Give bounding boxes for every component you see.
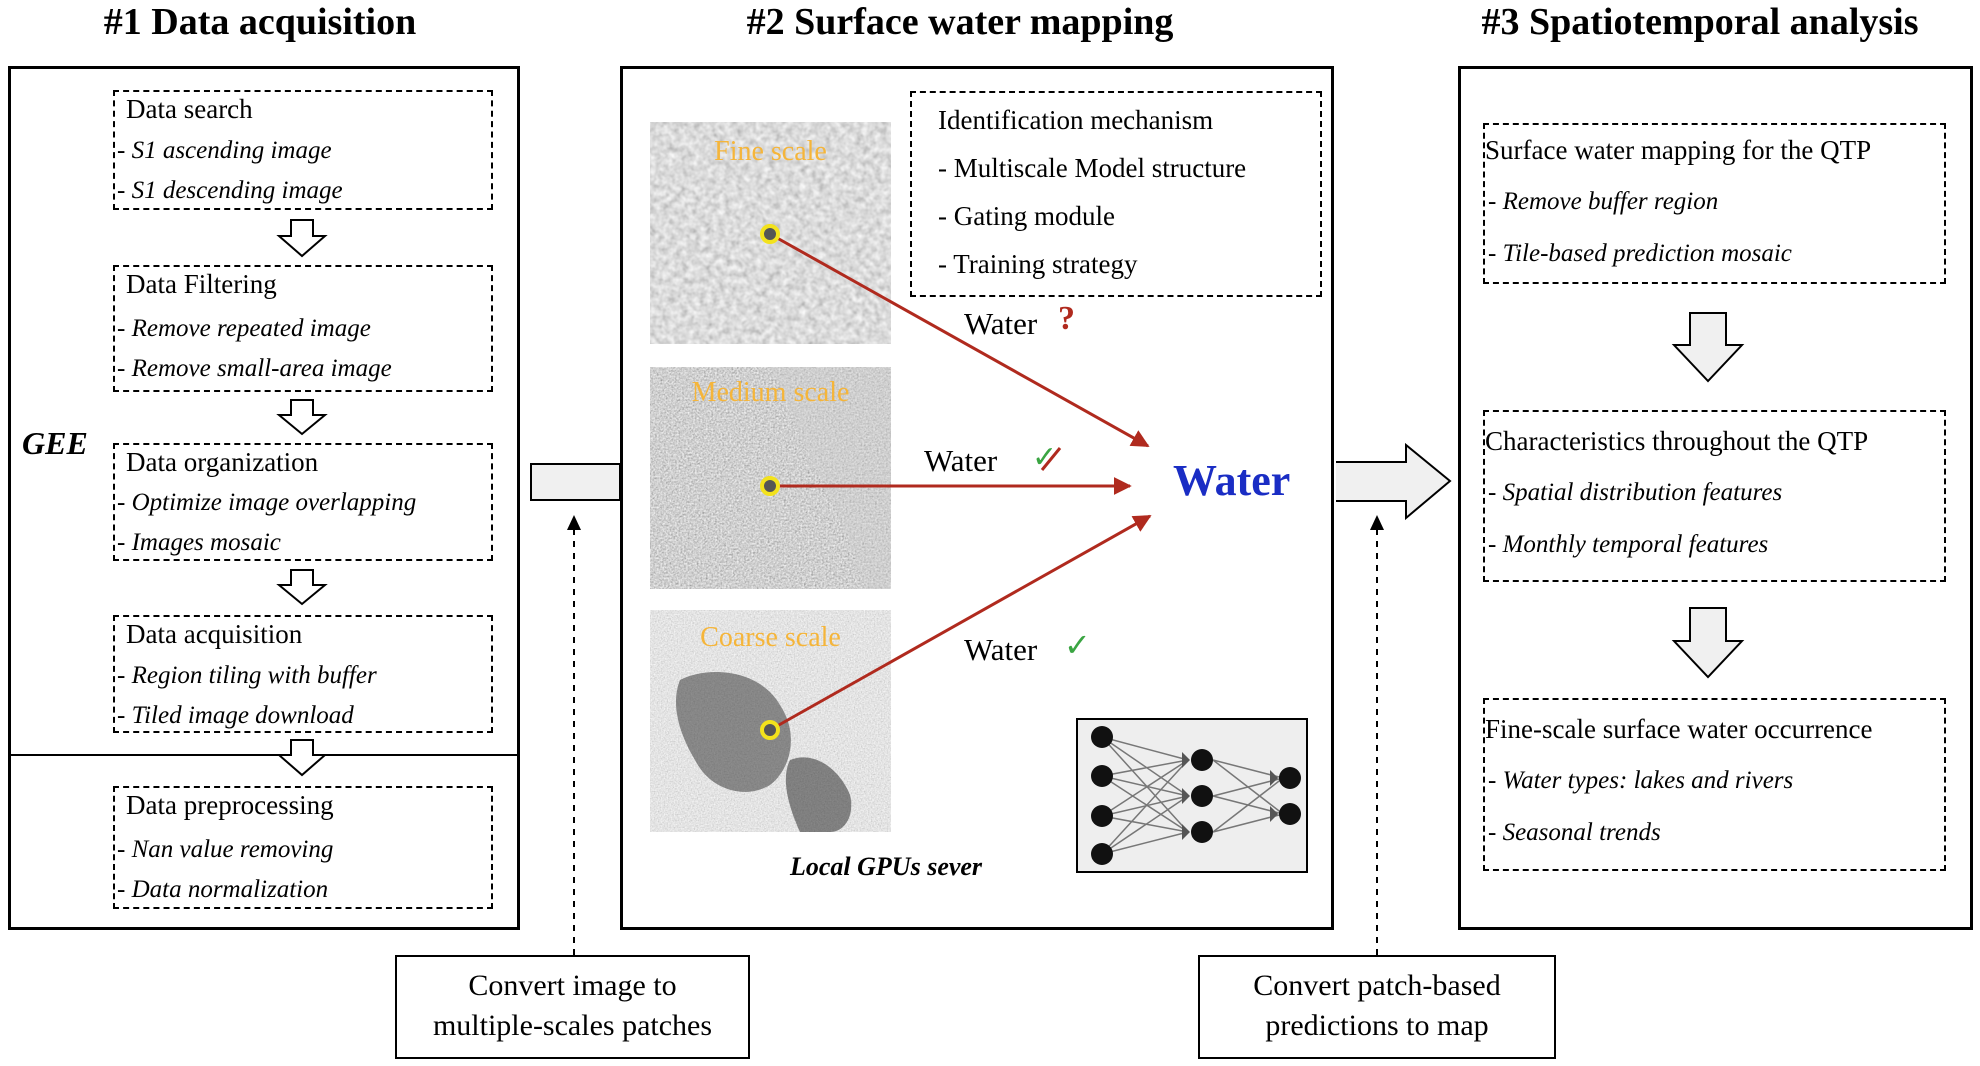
neural-network-icon (1076, 718, 1308, 873)
note-line: multiple-scales patches (432, 1009, 713, 1042)
data-preprocessing-item: - Data normalization (117, 876, 329, 903)
coarse-water-label: Water (964, 632, 1038, 667)
surface-water-mapping-qtp-title: Surface water mapping for the QTP (1485, 135, 1872, 165)
local-gpus-server-label: Local GPUs sever (790, 852, 983, 881)
mechanism-item: - Gating module (938, 201, 1115, 231)
down-arrow-icon (276, 219, 328, 258)
data-search-box: Data search - S1 ascending image - S1 de… (113, 90, 493, 210)
data-preprocessing-title: Data preprocessing (126, 790, 334, 820)
data-acquisition-title: Data acquisition (126, 619, 303, 649)
note-line: Convert image to (468, 969, 677, 1002)
sample-point-marker (760, 476, 780, 496)
fine-scale-arrow (769, 232, 1150, 448)
mechanism-item: - Multiscale Model structure (938, 153, 1247, 183)
characteristics-qtp-item: - Spatial distribution features (1488, 479, 1783, 506)
coarse-scale-arrow (769, 514, 1152, 732)
data-filtering-item: - Remove small-area image (117, 355, 392, 382)
data-organization-box: Data organization - Optimize image overl… (113, 443, 493, 561)
data-acquisition-box: Data acquisition - Region tiling with bu… (113, 615, 493, 733)
gee-divider (10, 754, 518, 756)
note-line: predictions to map (1265, 1009, 1489, 1042)
data-preprocessing-item: - Nan value removing (117, 836, 334, 863)
fine-scale-occurrence-box: Fine-scale surface water occurrence - Wa… (1483, 698, 1946, 871)
characteristics-qtp-item: - Monthly temporal features (1488, 531, 1769, 558)
note-line: Convert patch-based (1253, 969, 1501, 1002)
left-to-middle-connector (530, 463, 621, 501)
cross-mark-icon (1040, 447, 1062, 471)
data-organization-item: - Optimize image overlapping (117, 489, 417, 516)
medium-scale-patch: Medium scale (650, 367, 891, 589)
fine-water-label: Water (964, 306, 1038, 341)
down-arrow-icon (276, 569, 328, 606)
data-search-item: - S1 descending image (117, 177, 343, 204)
data-acquisition-item: - Tiled image download (117, 702, 354, 729)
sample-point-marker (760, 720, 780, 740)
data-search-item: - S1 ascending image (117, 137, 332, 164)
data-preprocessing-box: Data preprocessing - Nan value removing … (113, 786, 493, 909)
characteristics-qtp-title: Characteristics throughout the QTP (1485, 426, 1869, 456)
medium-water-label: Water (924, 443, 998, 478)
coarse-scale-label: Coarse scale (700, 622, 841, 653)
section-title-spatiotemporal-analysis: #3 Spatiotemporal analysis (1481, 1, 1919, 43)
fine-scale-occurrence-item: - Water types: lakes and rivers (1488, 767, 1794, 794)
data-filtering-title: Data Filtering (126, 269, 277, 299)
medium-scale-label: Medium scale (691, 377, 850, 408)
down-arrow-icon (1671, 312, 1745, 383)
down-arrow-icon (276, 399, 328, 436)
convert-predictions-note: Convert patch-based predictions to map (1198, 955, 1556, 1059)
fine-scale-occurrence-title: Fine-scale surface water occurrence (1485, 714, 1873, 744)
mechanism-item: - Training strategy (938, 249, 1138, 279)
sample-point-marker (760, 224, 780, 244)
data-filtering-box: Data Filtering - Remove repeated image -… (113, 265, 493, 392)
surface-water-mapping-qtp-item: - Remove buffer region (1488, 188, 1719, 215)
data-filtering-item: - Remove repeated image (117, 315, 371, 342)
water-output-label: Water (1173, 456, 1291, 505)
identification-mechanism-box: Identification mechanism - Multiscale Mo… (910, 91, 1322, 297)
question-mark: ? (1058, 300, 1075, 337)
data-organization-item: - Images mosaic (117, 529, 281, 556)
convert-image-note: Convert image to multiple-scales patches (395, 955, 750, 1059)
section-title-surface-water-mapping: #2 Surface water mapping (746, 1, 1174, 43)
data-organization-title: Data organization (126, 447, 319, 477)
check-icon: ✓ (1064, 626, 1091, 664)
down-arrow-icon (276, 739, 328, 777)
fine-scale-patch: Fine scale (650, 122, 891, 344)
middle-to-right-arrow (1336, 442, 1452, 521)
fine-scale-label: Fine scale (714, 136, 827, 167)
check-crossed-icon: ✓ (1030, 440, 1070, 480)
surface-water-mapping-qtp-item: - Tile-based prediction mosaic (1488, 240, 1792, 267)
gee-label: GEE (22, 425, 88, 461)
fine-scale-occurrence-item: - Seasonal trends (1488, 819, 1661, 846)
down-arrow-icon (1671, 607, 1745, 679)
data-search-title: Data search (126, 94, 253, 124)
section-title-data-acquisition: #1 Data acquisition (103, 1, 417, 43)
characteristics-qtp-box: Characteristics throughout the QTP - Spa… (1483, 410, 1946, 582)
identification-mechanism-title: Identification mechanism (938, 105, 1214, 135)
data-acquisition-item: - Region tiling with buffer (117, 662, 377, 689)
surface-water-mapping-qtp-box: Surface water mapping for the QTP - Remo… (1483, 123, 1946, 284)
